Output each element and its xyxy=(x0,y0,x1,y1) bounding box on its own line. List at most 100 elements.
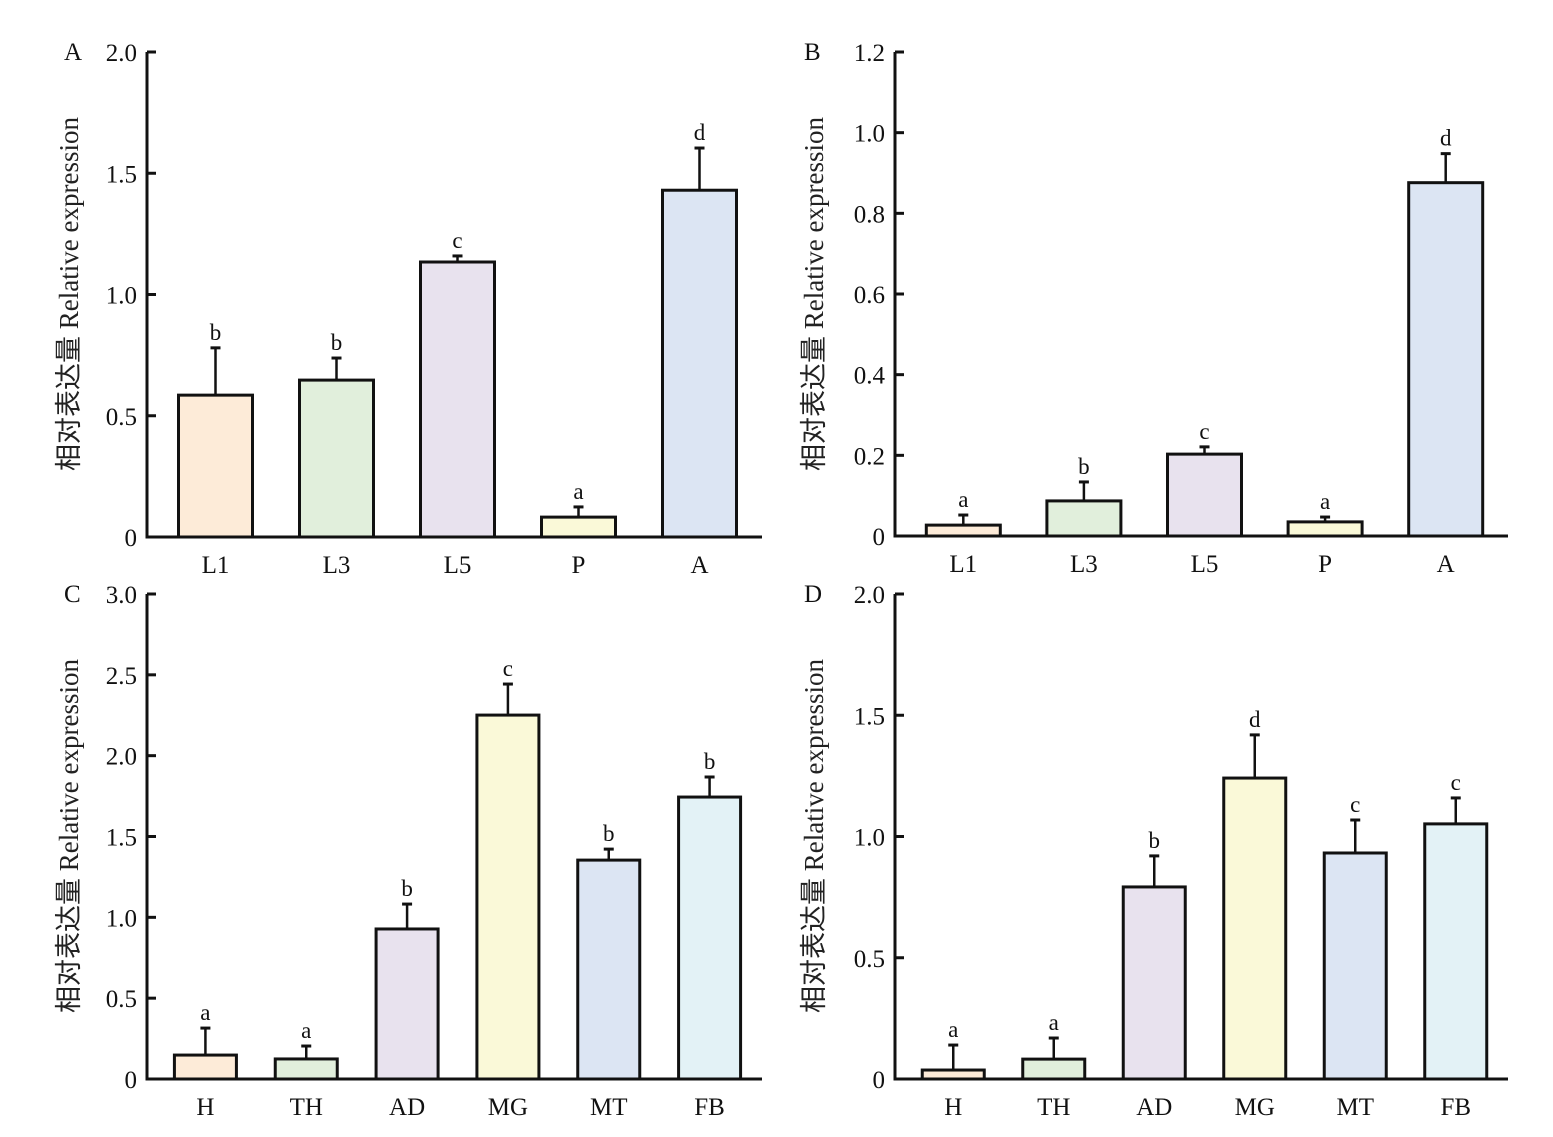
significance-label: d xyxy=(694,120,706,145)
bar-l5 xyxy=(419,260,496,539)
y-tick-label: 1.0 xyxy=(106,283,137,310)
bar-l5 xyxy=(1166,452,1243,538)
x-tick-label: L1 xyxy=(949,551,977,578)
x-tick-label: FB xyxy=(1440,1094,1471,1121)
x-tick-label: A xyxy=(690,552,708,579)
y-tick-label: 2.0 xyxy=(854,582,885,609)
x-tick-label: TH xyxy=(290,1094,323,1121)
x-tick-label: MT xyxy=(590,1094,628,1121)
bar-h xyxy=(172,1053,238,1081)
bar-l1 xyxy=(177,393,254,539)
y-tick-label: 0.5 xyxy=(854,946,885,973)
y-tick-label: 0.8 xyxy=(854,201,885,228)
y-tick-label: 3.0 xyxy=(106,582,137,609)
significance-label: a xyxy=(958,487,968,512)
x-tick-label: L5 xyxy=(1191,551,1219,578)
x-tick-label: FB xyxy=(694,1094,725,1121)
bar-group: b xyxy=(677,749,743,1081)
bar-l3 xyxy=(298,378,375,539)
y-tick-label: 0 xyxy=(873,1067,886,1094)
panel-b: B 相对表达量 Relative expression a L1 b L3 c L5 a Pd… xyxy=(799,39,1508,578)
y-tick-label: 1.2 xyxy=(854,40,885,67)
significance-label: a xyxy=(948,1017,958,1042)
panel-label: A xyxy=(64,39,82,66)
x-tick-label: H xyxy=(196,1094,214,1121)
bar-a xyxy=(1407,181,1485,538)
y-tick-label: 1.0 xyxy=(854,121,885,148)
y-tick-label: 1.0 xyxy=(854,825,885,852)
significance-label: b xyxy=(210,320,222,345)
x-tick-label: A xyxy=(1437,551,1455,578)
x-tick-label: MG xyxy=(488,1094,528,1121)
x-tick-label: L1 xyxy=(202,552,230,579)
y-tick-label: 0.2 xyxy=(854,443,885,470)
x-tick-label: MT xyxy=(1337,1094,1375,1121)
panel-label: C xyxy=(64,581,81,608)
bar-group: a xyxy=(1286,489,1364,538)
bar-group: b xyxy=(576,821,642,1081)
y-tick-label: 1.5 xyxy=(106,161,137,188)
bar-group: b xyxy=(1045,454,1123,538)
y-tick-label: 2.0 xyxy=(106,40,137,67)
bar-group: d xyxy=(661,120,738,539)
bar-mg xyxy=(475,713,541,1081)
bar-group: b xyxy=(177,320,254,539)
bar-th xyxy=(273,1057,339,1081)
y-axis-label: 相对表达量 Relative expression xyxy=(799,117,829,471)
bar-ad xyxy=(1121,885,1187,1081)
significance-label: b xyxy=(401,876,413,901)
bar-l3 xyxy=(1045,499,1123,538)
bar-group: c xyxy=(1423,770,1489,1081)
significance-label: c xyxy=(1199,419,1209,444)
bar-group: a xyxy=(920,1017,986,1081)
significance-label: b xyxy=(331,330,343,355)
y-tick-label: 0.4 xyxy=(854,363,886,390)
panel-d: D 相对表达量 Relative expression a Ha TH b AD d MG c… xyxy=(799,581,1508,1121)
y-tick-label: 0 xyxy=(125,1067,138,1094)
bar-group: c xyxy=(419,228,496,539)
bar-p xyxy=(540,515,617,539)
x-tick-label: L5 xyxy=(444,552,472,579)
x-tick-label: H xyxy=(944,1094,962,1121)
significance-label: a xyxy=(573,479,583,504)
y-tick-label: 1.5 xyxy=(106,825,137,852)
significance-label: a xyxy=(1049,1010,1059,1035)
significance-label: b xyxy=(1149,828,1161,853)
bar-mt xyxy=(1322,851,1388,1081)
significance-label: b xyxy=(1078,454,1090,479)
x-tick-label: MG xyxy=(1235,1094,1275,1121)
y-tick-label: 1.0 xyxy=(106,905,137,932)
panel-label: D xyxy=(804,581,822,608)
bar-group: a xyxy=(540,479,617,539)
panel-label: B xyxy=(804,39,821,66)
bar-fb xyxy=(1423,822,1489,1081)
y-tick-label: 1.5 xyxy=(854,703,885,730)
significance-label: d xyxy=(1249,707,1261,732)
panel-a: A 相对表达量 Relative expression b L1 b L3 c L5 a Pd… xyxy=(54,39,762,579)
bar-group: d xyxy=(1407,126,1485,538)
y-axis-label: 相对表达量 Relative expression xyxy=(799,659,829,1013)
y-tick-label: 0.6 xyxy=(854,282,885,309)
y-tick-label: 0 xyxy=(873,524,886,551)
bar-group: c xyxy=(475,656,541,1081)
bar-group: b xyxy=(1121,828,1187,1081)
x-tick-label: P xyxy=(1318,551,1332,578)
significance-label: c xyxy=(1350,792,1360,817)
significance-label: c xyxy=(452,228,462,253)
y-tick-label: 0.5 xyxy=(106,986,137,1013)
bar-l1 xyxy=(924,523,1002,538)
significance-label: a xyxy=(200,1000,210,1025)
x-tick-label: L3 xyxy=(1070,551,1098,578)
bar-mt xyxy=(576,858,642,1081)
significance-label: a xyxy=(1320,489,1330,514)
bar-group: c xyxy=(1322,792,1388,1081)
significance-label: a xyxy=(301,1018,311,1043)
y-tick-label: 0.5 xyxy=(106,404,137,431)
bar-th xyxy=(1021,1057,1087,1081)
bar-group: b xyxy=(298,330,375,539)
significance-label: b xyxy=(603,821,615,846)
x-tick-label: TH xyxy=(1037,1094,1070,1121)
y-axis-label: 相对表达量 Relative expression xyxy=(54,659,84,1013)
bar-group: a xyxy=(1021,1010,1087,1081)
x-tick-label: AD xyxy=(1136,1094,1172,1121)
